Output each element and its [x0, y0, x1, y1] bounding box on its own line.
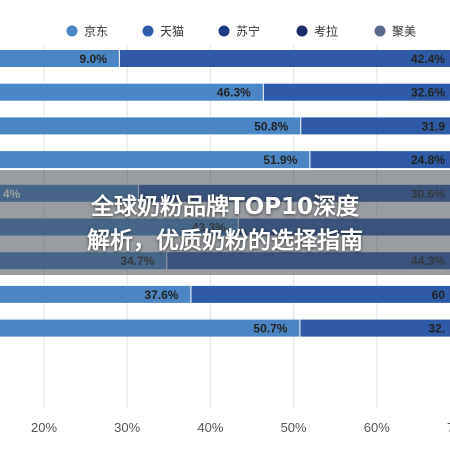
data-label: 32.: [428, 322, 445, 336]
legend-label: 天猫: [160, 25, 184, 39]
data-label: 32.6%: [411, 86, 445, 100]
data-label: 42.4%: [411, 52, 445, 66]
legend-marker: [142, 25, 154, 37]
banner-title: 全球奶粉品牌TOP10深度 解析，优质奶粉的选择指南: [0, 190, 450, 258]
bar-tmall: [191, 285, 450, 303]
legend-marker: [296, 25, 308, 37]
bar-tmall: [300, 319, 450, 337]
data-label: 50.7%: [253, 322, 287, 336]
x-tick-label: 20%: [31, 420, 57, 435]
data-label: 31.9: [422, 119, 446, 133]
bar-tmall: [263, 83, 450, 101]
data-label: 46.3%: [217, 86, 251, 100]
legend-marker: [218, 25, 230, 37]
data-label: 24.8%: [411, 153, 445, 167]
bar-tmall: [119, 50, 450, 67]
legend: 京东 天猫 苏宁 考拉 聚美: [66, 24, 416, 39]
bar-jd: [0, 50, 119, 67]
legend-marker: [374, 25, 386, 37]
bar-tmall: [301, 117, 450, 135]
bar-jd: [0, 151, 310, 169]
legend-marker: [66, 25, 78, 37]
bar-jd: [0, 83, 263, 101]
data-label: 50.8%: [254, 119, 288, 133]
data-label: 51.9%: [263, 153, 297, 167]
data-label: 60: [432, 288, 446, 302]
bar-jd: [0, 319, 300, 337]
legend-label: 考拉: [314, 24, 338, 39]
x-tick-label: 60%: [364, 420, 390, 435]
x-tick-label: 70%: [447, 420, 450, 435]
legend-label: 苏宁: [236, 24, 260, 39]
x-tick-label: 30%: [114, 420, 140, 435]
bar-jd: [0, 285, 191, 303]
title-overlay: [0, 170, 450, 275]
x-tick-label: 40%: [197, 420, 223, 435]
banner-line-1: 全球奶粉品牌TOP10深度: [90, 194, 360, 220]
data-label: 9.0%: [80, 52, 108, 66]
legend-label: 聚美: [392, 25, 416, 39]
x-tick-label: 50%: [281, 420, 307, 435]
bar-tmall: [310, 151, 450, 169]
legend-label: 京东: [84, 25, 108, 39]
banner-line-2: 解析，优质奶粉的选择指南: [87, 228, 363, 254]
bar-jd: [0, 117, 301, 135]
data-label: 37.6%: [144, 288, 178, 302]
x-axis-ticks: 20% 30% 40% 50% 60% 70%: [31, 420, 450, 435]
